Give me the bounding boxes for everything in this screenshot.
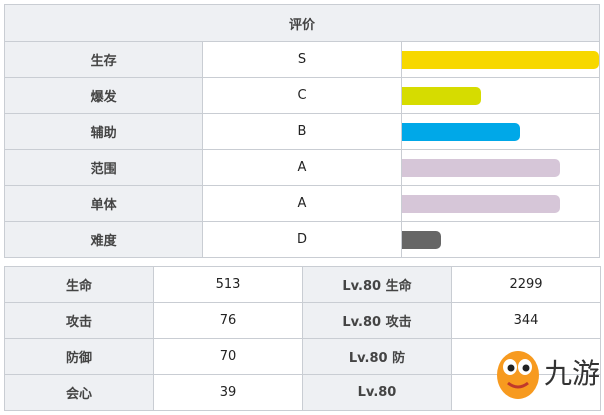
table-row: 攻击 76 Lv.80 攻击 344 xyxy=(4,302,601,339)
stat-value: 76 xyxy=(153,302,303,339)
table-row: 爆发 C xyxy=(3,77,601,114)
stat-label: 攻击 xyxy=(4,302,154,339)
rating-label: 单体 xyxy=(3,185,204,222)
rating-grade: D xyxy=(202,221,402,258)
table-row: 单体 A xyxy=(3,185,601,222)
rating-label: 范围 xyxy=(3,149,204,186)
stat-label: 生命 xyxy=(4,266,154,303)
rating-bar-cell xyxy=(400,41,601,78)
stat-lv-label: Lv.80 防 xyxy=(302,338,452,375)
stat-value: 70 xyxy=(153,338,303,375)
rating-label: 辅助 xyxy=(3,113,204,150)
rating-table: 评价 生存 S 爆发 C 辅助 B 范围 A 单体 A 难度 D xyxy=(3,4,601,258)
jiuyou-logo-icon xyxy=(497,351,539,399)
rating-label: 难度 xyxy=(3,221,204,258)
rating-bar-cell xyxy=(400,149,601,186)
rating-bar xyxy=(401,87,481,105)
rating-bar-cell xyxy=(400,113,601,150)
rating-bar xyxy=(401,123,520,141)
rating-bar xyxy=(401,159,560,177)
rating-label: 爆发 xyxy=(3,77,204,114)
stat-value: 39 xyxy=(153,374,303,411)
table-row: 生存 S xyxy=(3,41,601,78)
watermark-text: 九游 xyxy=(544,357,601,390)
stats-table: 生命 513 Lv.80 生命 2299 攻击 76 Lv.80 攻击 344 … xyxy=(4,266,601,411)
table-row: 辅助 B xyxy=(3,113,601,150)
stat-lv-label: Lv.80 xyxy=(302,374,452,411)
rating-label: 生存 xyxy=(3,41,204,78)
stat-label: 防御 xyxy=(4,338,154,375)
stat-lv-label: Lv.80 生命 xyxy=(302,266,452,303)
stat-label: 会心 xyxy=(4,374,154,411)
rating-grade: S xyxy=(202,41,402,78)
rating-bar-cell xyxy=(400,185,601,222)
rating-grade: C xyxy=(202,77,402,114)
table-row: 难度 D xyxy=(3,221,601,258)
table-row: 范围 A xyxy=(3,149,601,186)
rating-bar-cell xyxy=(400,77,601,114)
rating-grade: A xyxy=(202,149,402,186)
stat-lv-label: Lv.80 攻击 xyxy=(302,302,452,339)
rating-bar xyxy=(401,51,599,69)
rating-bar xyxy=(401,195,560,213)
table-row: 防御 70 Lv.80 防 xyxy=(4,338,601,375)
table-row: 生命 513 Lv.80 生命 2299 xyxy=(4,266,601,303)
stat-lv-value: 344 xyxy=(451,302,601,339)
stat-lv-value: 2299 xyxy=(451,266,601,303)
rating-bar xyxy=(401,231,441,249)
rating-grade: A xyxy=(202,185,402,222)
rating-grade: B xyxy=(202,113,402,150)
stat-value: 513 xyxy=(153,266,303,303)
rating-header: 评价 xyxy=(4,4,600,42)
rating-bar-cell xyxy=(400,221,601,258)
table-row: 会心 39 Lv.80 xyxy=(4,374,601,411)
